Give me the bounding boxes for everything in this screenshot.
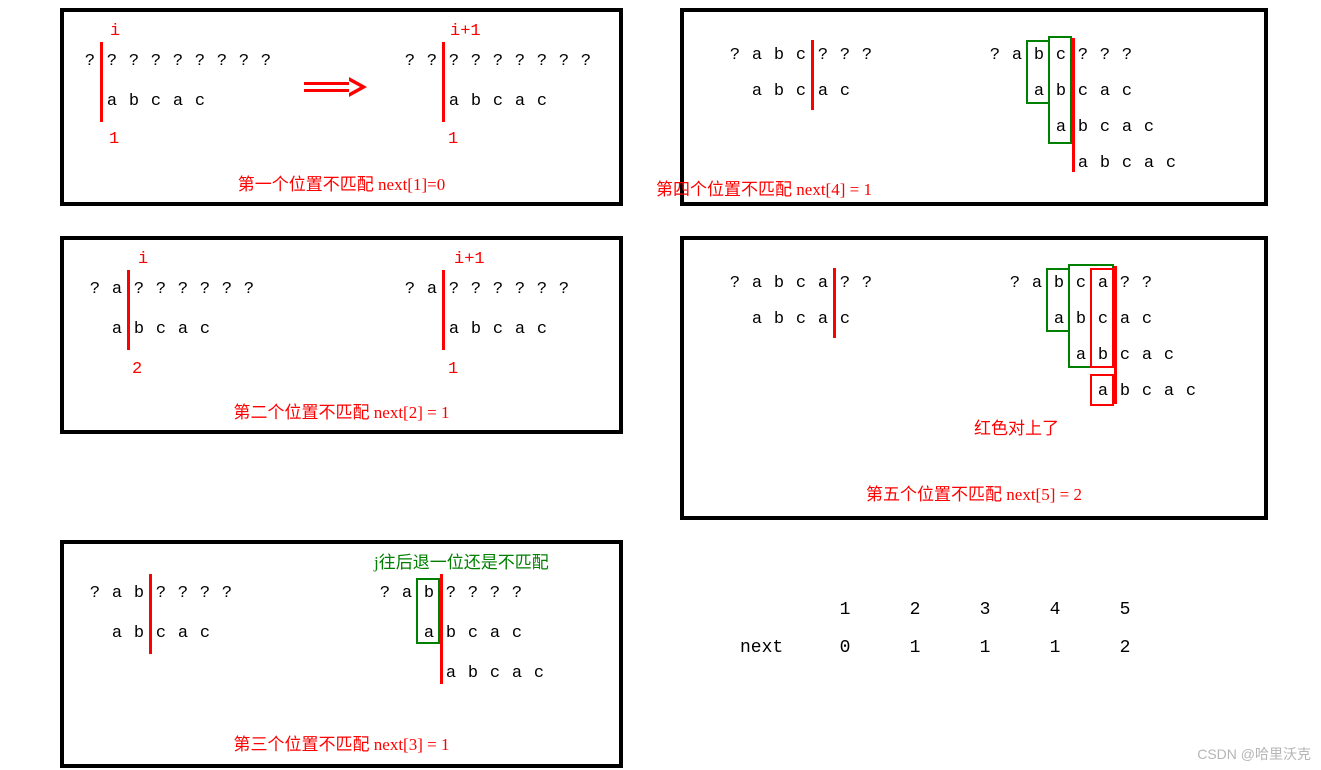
p2-ip1-label: i+1 — [454, 250, 485, 269]
arrow-icon — [304, 74, 374, 100]
p1-right-top: ????????? — [399, 52, 597, 71]
p1-right-bar — [442, 42, 445, 122]
table-header-row: 1 2 3 4 5 — [740, 600, 1160, 620]
p1-left-top: ????????? — [79, 52, 277, 71]
p2-right-top: ?a?????? — [399, 280, 575, 299]
table-label: next — [740, 638, 810, 658]
p1-i-label: i — [110, 22, 120, 41]
p2-left-num: 2 — [132, 360, 142, 379]
p1-left-num: 1 — [109, 130, 119, 149]
p5-rbox1 — [1090, 268, 1114, 368]
panel-1: i ????????? abcac 1 i+1 ????????? abcac … — [60, 8, 623, 206]
p4-gbox2 — [1048, 36, 1072, 144]
p5-gbox1 — [1046, 268, 1070, 332]
p3-caption: 第三个位置不匹配 next[3] = 1 — [64, 730, 619, 755]
p2-left-top: ?a?????? — [84, 280, 260, 299]
p4-left-top: ?abc??? — [724, 46, 878, 65]
p5-rbox2 — [1090, 374, 1114, 406]
p1-ip1-label: i+1 — [450, 22, 481, 41]
p2-left-bot: abcac — [106, 320, 216, 339]
p5-right-bar — [1114, 266, 1117, 404]
p2-right-bar — [442, 270, 445, 350]
p4-right-bar — [1072, 38, 1075, 172]
p3-right-b2: abcac — [440, 664, 550, 683]
table-value-row: next 0 1 1 1 2 — [740, 638, 1160, 658]
p4-gbox1 — [1026, 40, 1050, 104]
p3-right-top: ?ab???? — [374, 584, 528, 603]
p4-caption: 第四个位置不匹配 next[4] = 1 — [564, 175, 964, 200]
panel-2: i ?a?????? abcac 2 i+1 ?a?????? abcac 1 … — [60, 236, 623, 434]
p3-left-bot: abcac — [106, 624, 216, 643]
panel-4: ?abc??? abcac ?abc??? abcac abcac abcac … — [680, 8, 1268, 206]
p2-right-num: 1 — [448, 360, 458, 379]
p2-left-bar — [127, 270, 130, 350]
p2-caption: 第二个位置不匹配 next[2] = 1 — [64, 398, 619, 423]
p2-right-bot: abcac — [443, 320, 553, 339]
p1-right-num: 1 — [448, 130, 458, 149]
p4-left-bar — [811, 40, 814, 110]
next-table: 1 2 3 4 5 next 0 1 1 1 2 — [740, 600, 1160, 676]
p1-left-bot: abcac — [101, 92, 211, 111]
p2-i-label: i — [138, 250, 148, 269]
p5-rednote: 红色对上了 — [974, 414, 1059, 440]
p5-caption: 第五个位置不匹配 next[5] = 2 — [684, 480, 1264, 505]
p5-left-bot: abcac — [746, 310, 856, 329]
p3-left-top: ?ab???? — [84, 584, 238, 603]
p4-left-bot: abcac — [746, 82, 856, 101]
p1-left-bar — [100, 42, 103, 122]
p5-left-top: ?abca?? — [724, 274, 878, 293]
p3-left-bar — [149, 574, 152, 654]
p3-green-box — [416, 578, 440, 644]
p1-caption: 第一个位置不匹配 next[1]=0 — [64, 170, 619, 195]
p5-left-bar — [833, 268, 836, 338]
p3-jnote: j往后退一位还是不匹配 — [374, 548, 549, 573]
panel-5: ?abca?? abcac ?abca?? abcac abcac abcac … — [680, 236, 1268, 520]
p4-right-b3: abcac — [1072, 154, 1182, 173]
panel-3: ?ab???? abcac j往后退一位还是不匹配 ?ab???? abcac … — [60, 540, 623, 768]
p1-right-bot: abcac — [443, 92, 553, 111]
p3-right-bar — [440, 574, 443, 684]
watermark: CSDN @哈里沃克 — [1197, 744, 1311, 764]
